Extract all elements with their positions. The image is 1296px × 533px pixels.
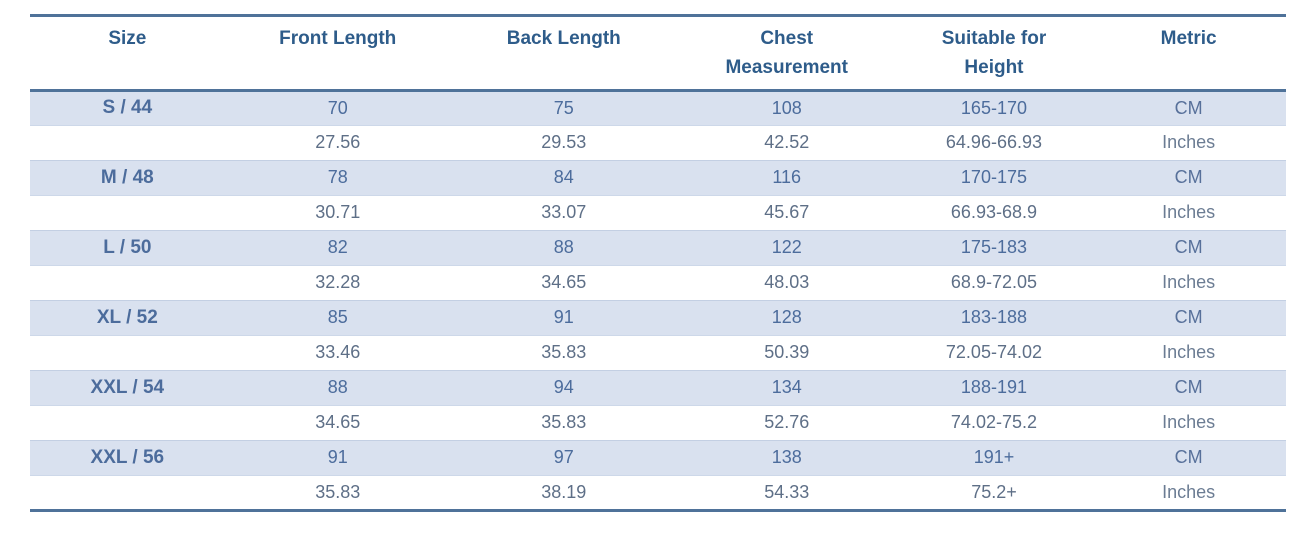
size-cell [30, 265, 225, 300]
front-length-cell: 33.46 [315, 342, 361, 363]
size-cell: S / 44 [102, 97, 153, 119]
table-row: XXL / 56 91 97 138 191+ CM [30, 440, 1286, 476]
back-length-cell: 33.07 [541, 202, 587, 223]
height-cell: 165-170 [960, 97, 1027, 118]
back-length-cell: 84 [553, 167, 574, 188]
size-cell [30, 475, 225, 510]
back-length-cell: 35.83 [541, 342, 587, 363]
front-length-cell: 85 [327, 307, 348, 328]
column-header-front-length: Front Length [279, 28, 397, 49]
column-header-back-length: Back Length [506, 28, 621, 49]
chest-cell: 42.52 [764, 132, 810, 153]
table-row: XXL / 54 88 94 134 188-191 CM [30, 370, 1286, 406]
front-length-cell: 70 [327, 97, 348, 118]
metric-cell: Inches [1162, 481, 1216, 502]
table-row: XL / 52 85 91 128 183-188 CM [30, 300, 1286, 336]
front-length-cell: 32.28 [315, 272, 361, 293]
metric-cell: Inches [1162, 272, 1216, 293]
front-length-cell: 30.71 [315, 202, 361, 223]
chest-cell: 50.39 [764, 342, 810, 363]
size-cell [30, 405, 225, 440]
front-length-cell: 88 [327, 377, 348, 398]
height-cell: 183-188 [960, 307, 1027, 328]
height-cell: 74.02-75.2 [950, 412, 1037, 433]
metric-cell: CM [1174, 307, 1203, 328]
back-length-cell: 88 [553, 237, 574, 258]
metric-cell: Inches [1162, 132, 1216, 153]
table-row: 30.71 33.07 45.67 66.93-68.9 Inches [30, 195, 1286, 230]
height-cell: 170-175 [960, 167, 1027, 188]
size-cell: XXL / 54 [90, 376, 165, 398]
chest-cell: 48.03 [764, 272, 810, 293]
size-chart-table: Size Front Length Back Length Chest Meas… [30, 14, 1286, 512]
table-row: S / 44 70 75 108 165-170 CM [30, 90, 1286, 126]
front-length-cell: 34.65 [315, 412, 361, 433]
back-length-cell: 29.53 [541, 132, 587, 153]
table-row: L / 50 82 88 122 175-183 CM [30, 230, 1286, 266]
height-cell: 188-191 [960, 377, 1027, 398]
table-row: 33.46 35.83 50.39 72.05-74.02 Inches [30, 335, 1286, 370]
column-header-metric: Metric [1160, 28, 1217, 49]
back-length-cell: 75 [553, 97, 574, 118]
height-cell: 66.93-68.9 [950, 202, 1037, 223]
table-row: 32.28 34.65 48.03 68.9-72.05 Inches [30, 265, 1286, 300]
column-header-size: Size [108, 28, 147, 49]
metric-cell: CM [1174, 167, 1203, 188]
size-cell: M / 48 [100, 166, 154, 188]
table-row: 35.83 38.19 54.33 75.2+ Inches [30, 475, 1286, 510]
metric-cell: Inches [1162, 412, 1216, 433]
chest-cell: 116 [772, 167, 802, 188]
size-cell [30, 335, 225, 370]
metric-cell: CM [1174, 97, 1203, 118]
size-cell: L / 50 [103, 236, 152, 258]
height-cell: 64.96-66.93 [945, 132, 1042, 153]
metric-cell: Inches [1162, 342, 1216, 363]
front-length-cell: 78 [327, 167, 348, 188]
chest-cell: 128 [771, 307, 802, 328]
chest-cell: 138 [771, 447, 802, 468]
chest-cell: 122 [771, 237, 802, 258]
table-row: 27.56 29.53 42.52 64.96-66.93 Inches [30, 125, 1286, 160]
back-length-cell: 91 [553, 307, 574, 328]
front-length-cell: 82 [327, 237, 348, 258]
front-length-cell: 27.56 [315, 132, 361, 153]
column-header-suitable-for-height: Suitable for Height [941, 28, 1047, 79]
front-length-cell: 35.83 [315, 481, 361, 502]
back-length-cell: 97 [553, 447, 574, 468]
chest-cell: 134 [771, 377, 802, 398]
back-length-cell: 34.65 [541, 272, 587, 293]
size-cell: XL / 52 [96, 306, 158, 328]
height-cell: 68.9-72.05 [950, 272, 1037, 293]
front-length-cell: 91 [327, 447, 348, 468]
back-length-cell: 35.83 [541, 412, 587, 433]
size-cell: XXL / 56 [90, 446, 165, 468]
metric-cell: CM [1174, 377, 1203, 398]
height-cell: 75.2+ [971, 481, 1017, 502]
chest-cell: 45.67 [764, 202, 810, 223]
column-header-chest-measurement: Chest Measurement [725, 28, 848, 79]
height-cell: 72.05-74.02 [945, 342, 1042, 363]
chest-cell: 108 [771, 97, 802, 118]
chest-cell: 54.33 [764, 481, 810, 502]
metric-cell: CM [1174, 237, 1203, 258]
metric-cell: Inches [1162, 202, 1216, 223]
chest-cell: 52.76 [764, 412, 810, 433]
back-length-cell: 94 [553, 377, 574, 398]
size-cell [30, 195, 225, 230]
height-cell: 191+ [973, 447, 1015, 468]
metric-cell: CM [1174, 447, 1203, 468]
size-cell [30, 125, 225, 160]
header-row: Size Front Length Back Length Chest Meas… [30, 16, 1286, 91]
back-length-cell: 38.19 [541, 481, 587, 502]
table-row: 34.65 35.83 52.76 74.02-75.2 Inches [30, 405, 1286, 440]
table-row: M / 48 78 84 116 170-175 CM [30, 160, 1286, 196]
height-cell: 175-183 [960, 237, 1027, 258]
